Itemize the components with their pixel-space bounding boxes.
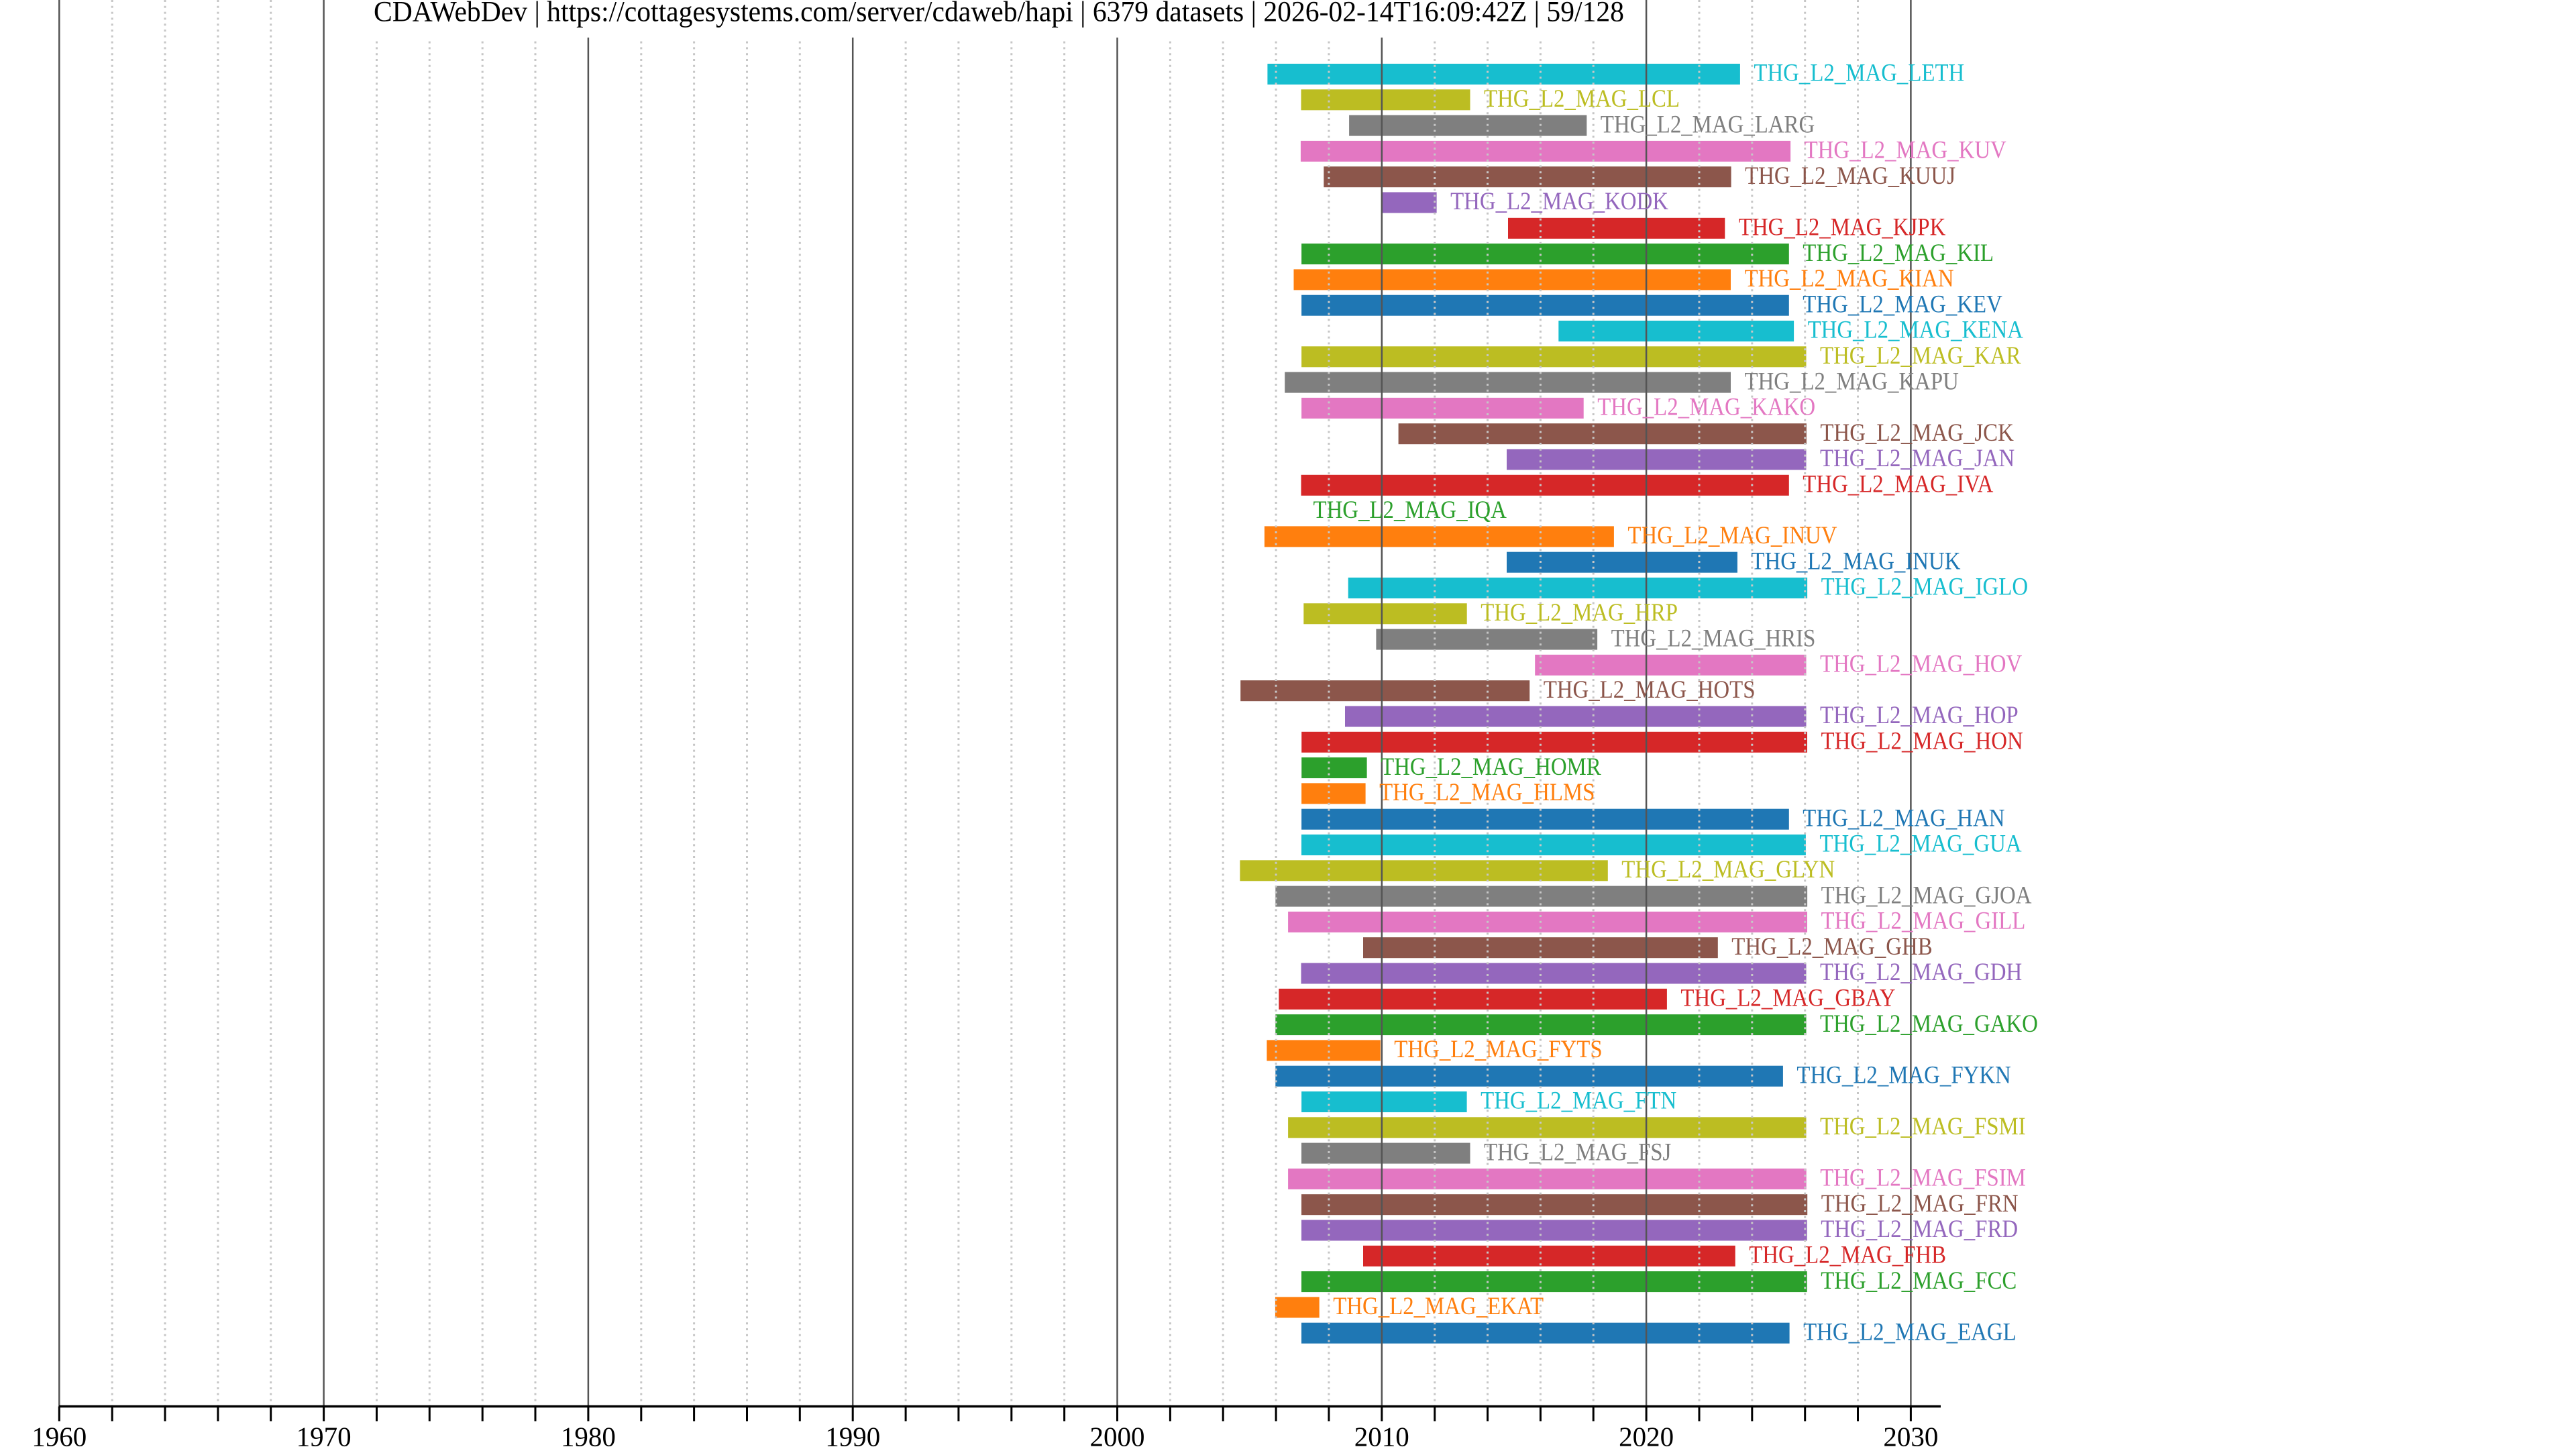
svg-text:THG_L2_MAG_JAN: THG_L2_MAG_JAN: [1820, 445, 2015, 472]
svg-text:THG_L2_MAG_HRP: THG_L2_MAG_HRP: [1481, 599, 1678, 627]
svg-text:THG_L2_MAG_KAR: THG_L2_MAG_KAR: [1820, 342, 2021, 370]
svg-text:THG_L2_MAG_LETH: THG_L2_MAG_LETH: [1754, 60, 1964, 87]
svg-text:THG_L2_MAG_KIAN: THG_L2_MAG_KIAN: [1745, 265, 1954, 292]
svg-text:THG_L2_MAG_KODK: THG_L2_MAG_KODK: [1450, 188, 1668, 215]
svg-text:CDAWebDev | https://cottagesys: CDAWebDev | https://cottagesystems.com/s…: [374, 0, 1624, 28]
svg-text:THG_L2_MAG_IQA: THG_L2_MAG_IQA: [1313, 496, 1507, 524]
svg-text:THG_L2_MAG_HLMS: THG_L2_MAG_HLMS: [1379, 779, 1595, 806]
svg-text:THG_L2_MAG_FHB: THG_L2_MAG_FHB: [1749, 1242, 1946, 1269]
svg-text:2010: 2010: [1354, 1421, 1409, 1449]
svg-text:THG_L2_MAG_HOMR: THG_L2_MAG_HOMR: [1381, 753, 1601, 781]
svg-text:2020: 2020: [1619, 1421, 1674, 1449]
svg-text:THG_L2_MAG_FRD: THG_L2_MAG_FRD: [1821, 1216, 2018, 1243]
svg-text:THG_L2_MAG_HOP: THG_L2_MAG_HOP: [1820, 702, 2019, 729]
svg-text:THG_L2_MAG_LCL: THG_L2_MAG_LCL: [1484, 85, 1680, 113]
svg-text:THG_L2_MAG_FTN: THG_L2_MAG_FTN: [1481, 1087, 1676, 1115]
svg-text:THG_L2_MAG_HON: THG_L2_MAG_HON: [1821, 728, 2023, 755]
svg-text:1970: 1970: [297, 1421, 352, 1449]
svg-text:THG_L2_MAG_GAKO: THG_L2_MAG_GAKO: [1820, 1010, 2038, 1038]
svg-text:THG_L2_MAG_FSJ: THG_L2_MAG_FSJ: [1484, 1138, 1671, 1166]
svg-text:1960: 1960: [32, 1421, 87, 1449]
svg-text:2000: 2000: [1090, 1421, 1145, 1449]
svg-text:2030: 2030: [1883, 1421, 1938, 1449]
svg-text:THG_L2_MAG_FCC: THG_L2_MAG_FCC: [1821, 1267, 2017, 1295]
svg-text:THG_L2_MAG_KAKO: THG_L2_MAG_KAKO: [1597, 394, 1815, 421]
svg-text:THG_L2_MAG_HAN: THG_L2_MAG_HAN: [1803, 804, 2004, 832]
svg-text:THG_L2_MAG_INUK: THG_L2_MAG_INUK: [1751, 547, 1960, 575]
svg-text:THG_L2_MAG_FSIM: THG_L2_MAG_FSIM: [1820, 1165, 2026, 1192]
svg-text:THG_L2_MAG_HRIS: THG_L2_MAG_HRIS: [1611, 625, 1816, 652]
svg-text:THG_L2_MAG_KAPU: THG_L2_MAG_KAPU: [1745, 368, 1959, 395]
svg-text:1990: 1990: [825, 1421, 880, 1449]
svg-text:THG_L2_MAG_FYKN: THG_L2_MAG_FYKN: [1796, 1061, 2010, 1089]
svg-text:THG_L2_MAG_HOTS: THG_L2_MAG_HOTS: [1544, 676, 1756, 704]
svg-text:THG_L2_MAG_HOV: THG_L2_MAG_HOV: [1820, 651, 2022, 678]
svg-text:THG_L2_MAG_EKAT: THG_L2_MAG_EKAT: [1333, 1293, 1544, 1320]
svg-text:THG_L2_MAG_LARG: THG_L2_MAG_LARG: [1601, 111, 1815, 138]
svg-text:THG_L2_MAG_FRN: THG_L2_MAG_FRN: [1821, 1190, 2019, 1218]
svg-text:THG_L2_MAG_EAGL: THG_L2_MAG_EAGL: [1803, 1318, 2017, 1346]
svg-text:THG_L2_MAG_KUV: THG_L2_MAG_KUV: [1805, 137, 2006, 164]
svg-text:THG_L2_MAG_IVA: THG_L2_MAG_IVA: [1803, 471, 1993, 498]
svg-text:THG_L2_MAG_JCK: THG_L2_MAG_JCK: [1820, 419, 2014, 447]
svg-text:THG_L2_MAG_GHB: THG_L2_MAG_GHB: [1731, 933, 1932, 961]
svg-text:THG_L2_MAG_GBAY: THG_L2_MAG_GBAY: [1680, 985, 1895, 1012]
svg-text:THG_L2_MAG_KUUJ: THG_L2_MAG_KUUJ: [1745, 162, 1955, 190]
svg-text:THG_L2_MAG_KENA: THG_L2_MAG_KENA: [1808, 317, 2023, 344]
svg-text:THG_L2_MAG_KEV: THG_L2_MAG_KEV: [1803, 290, 2002, 318]
svg-text:THG_L2_MAG_GUA: THG_L2_MAG_GUA: [1819, 830, 2021, 858]
svg-text:THG_L2_MAG_GLYN: THG_L2_MAG_GLYN: [1621, 856, 1835, 883]
svg-text:THG_L2_MAG_FSMI: THG_L2_MAG_FSMI: [1820, 1113, 2026, 1140]
svg-text:THG_L2_MAG_KJPK: THG_L2_MAG_KJPK: [1739, 214, 1946, 241]
svg-text:THG_L2_MAG_GJOA: THG_L2_MAG_GJOA: [1821, 881, 2032, 909]
svg-text:THG_L2_MAG_GILL: THG_L2_MAG_GILL: [1821, 908, 2026, 935]
svg-text:THG_L2_MAG_KIL: THG_L2_MAG_KIL: [1803, 239, 1994, 267]
svg-text:THG_L2_MAG_FYTS: THG_L2_MAG_FYTS: [1394, 1036, 1602, 1063]
svg-text:1980: 1980: [561, 1421, 616, 1449]
svg-text:THG_L2_MAG_INUV: THG_L2_MAG_INUV: [1627, 522, 1837, 549]
svg-text:THG_L2_MAG_IGLO: THG_L2_MAG_IGLO: [1821, 574, 2029, 601]
svg-text:THG_L2_MAG_GDH: THG_L2_MAG_GDH: [1820, 959, 2022, 986]
